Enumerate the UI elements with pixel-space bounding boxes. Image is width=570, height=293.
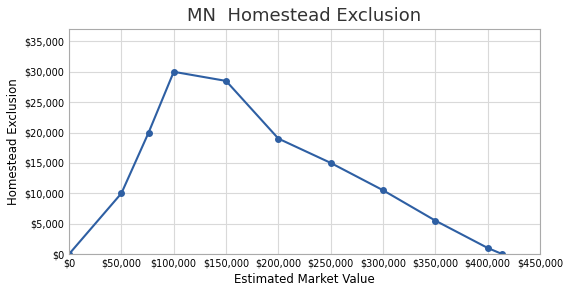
Title: MN  Homestead Exclusion: MN Homestead Exclusion	[188, 7, 422, 25]
X-axis label: Estimated Market Value: Estimated Market Value	[234, 273, 375, 286]
Y-axis label: Homestead Exclusion: Homestead Exclusion	[7, 78, 20, 205]
